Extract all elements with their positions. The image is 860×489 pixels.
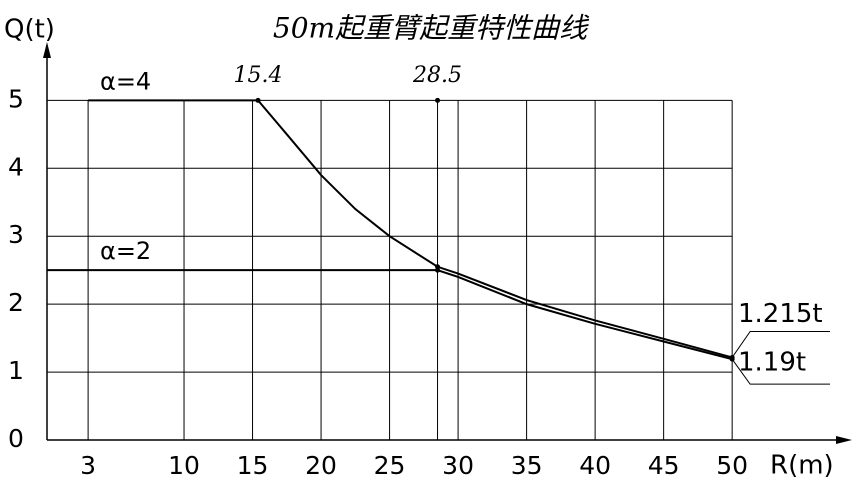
x-tick-label: 20 [305, 451, 337, 480]
end-label: 1.215t [738, 299, 823, 329]
x-tick-label: 15 [237, 451, 269, 480]
x-tick-label: 40 [579, 451, 611, 480]
series-label: α=2 [100, 237, 151, 265]
callout [731, 330, 830, 358]
x-axis-label: R(m) [770, 451, 834, 481]
y-tick-label: 5 [8, 84, 24, 113]
y-arrow [43, 42, 51, 58]
y-axis-label: Q(t) [4, 15, 55, 45]
x-tick-label: 10 [168, 451, 200, 480]
x-arrow [836, 436, 852, 444]
callout [731, 358, 830, 385]
y-tick-label: 3 [8, 220, 24, 249]
y-tick-label: 0 [8, 424, 24, 453]
y-tick-label: 2 [8, 288, 24, 317]
x-tick-label: 50 [716, 451, 748, 480]
x-tick-label: 30 [442, 451, 474, 480]
y-tick-label: 4 [8, 152, 24, 181]
point-dot [435, 267, 441, 273]
x-tick-label: 25 [374, 451, 406, 480]
end-label: 1.19t [738, 348, 806, 378]
x-tick-label: 35 [511, 451, 543, 480]
series-line [88, 99, 733, 359]
y-tick-label: 1 [8, 356, 24, 385]
series-label: α=4 [100, 67, 151, 95]
marker-label: 28.5 [412, 63, 462, 88]
x-tick-label: 45 [648, 451, 680, 480]
x-tick-label: 3 [80, 451, 96, 480]
chart-title: 50m起重臂起重特性曲线 [273, 12, 590, 45]
marker-label: 15.4 [234, 63, 283, 88]
